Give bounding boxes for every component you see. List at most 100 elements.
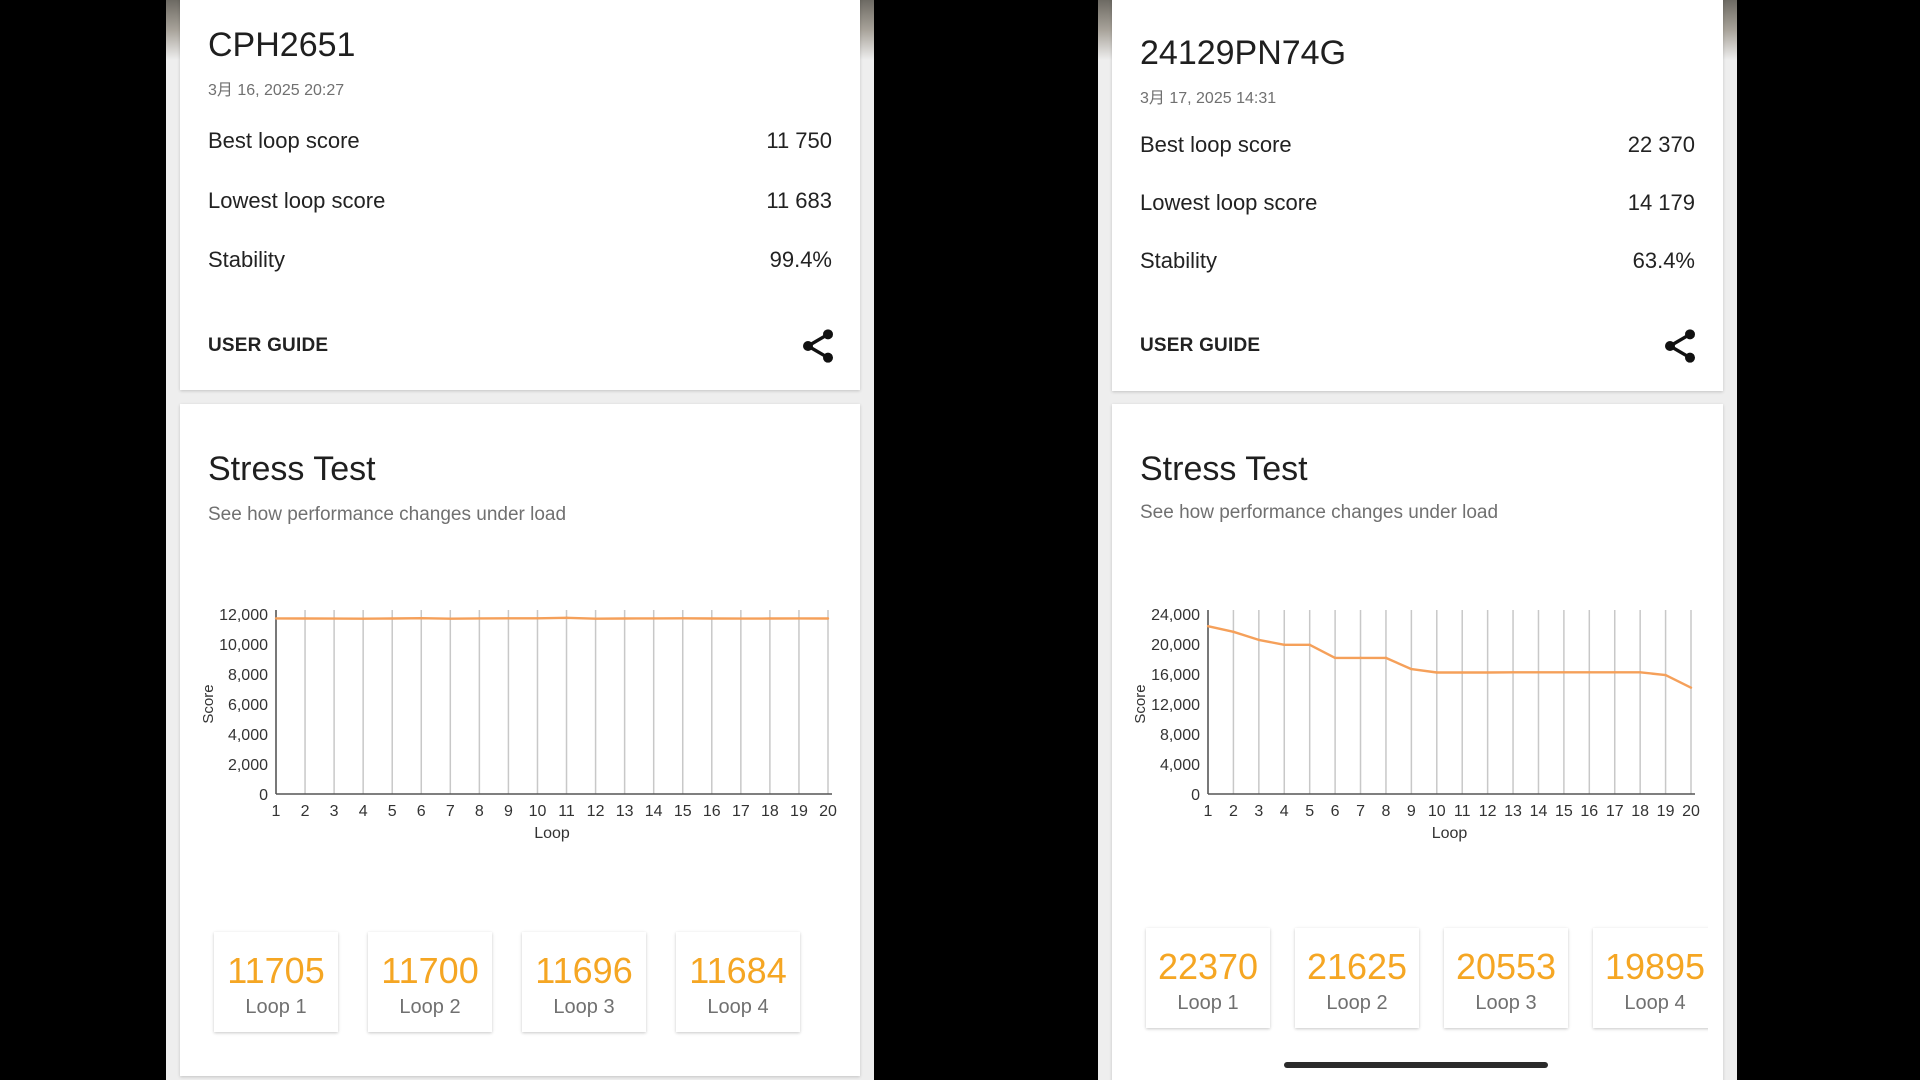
x-tick-label: 14 <box>645 803 663 820</box>
loop-score-value: 20553 <box>1455 946 1557 987</box>
x-axis-title: Loop <box>534 825 570 842</box>
score-point <box>623 617 626 620</box>
y-tick-label: 20,000 <box>1151 637 1200 654</box>
loop-score-label: Loop 1 <box>245 996 307 1018</box>
score-point <box>768 617 772 620</box>
loop-score-list: 22370 Loop 1 21625 Loop 2 20553 Loop 3 19895 Lo… <box>1140 924 1708 1034</box>
score-point <box>1384 656 1388 660</box>
score-point <box>507 617 510 620</box>
wallpaper-edge <box>1098 0 1112 60</box>
score-point <box>1461 671 1464 674</box>
x-tick-label: 4 <box>359 803 368 820</box>
home-indicator-bar[interactable] <box>1284 1062 1548 1068</box>
loop-score-card[interactable]: 11684 Loop 4 <box>676 932 800 1032</box>
stress-test-title: Stress Test <box>208 450 376 488</box>
loop-score-card[interactable]: 11696 Loop 3 <box>522 932 646 1032</box>
y-tick-label: 16,000 <box>1151 667 1200 684</box>
score-point <box>565 616 568 619</box>
user-guide-link[interactable]: USER GUIDE <box>208 335 329 356</box>
wallpaper-edge <box>166 0 180 60</box>
loop-score-card[interactable]: 21625 Loop 2 <box>1295 928 1419 1028</box>
x-tick-label: 11 <box>1454 803 1471 820</box>
score-point <box>1664 673 1667 677</box>
loop-score-value: 11705 <box>227 950 325 991</box>
result-date: 3月 17, 2025 14:31 <box>1140 90 1277 107</box>
loop-score-label: Loop 4 <box>707 996 769 1018</box>
score-point <box>1511 671 1515 674</box>
score-point <box>1588 671 1591 674</box>
x-tick-label: 16 <box>1580 803 1598 820</box>
lowest-loop-value: 14 179 <box>1627 190 1695 215</box>
score-point <box>1435 671 1438 674</box>
x-tick-label: 1 <box>272 803 281 820</box>
x-tick-label: 1 <box>1204 803 1213 820</box>
result-date: 3月 16, 2025 20:27 <box>208 82 345 99</box>
loop-score-card[interactable]: 20553 Loop 3 <box>1444 928 1568 1028</box>
stress-test-card: Stress Test See how performance changes … <box>180 404 860 1076</box>
x-tick-label: 9 <box>1407 803 1416 820</box>
y-tick-label: 12,000 <box>1151 697 1200 714</box>
score-point <box>681 617 684 620</box>
x-tick-label: 7 <box>446 803 455 820</box>
score-point <box>1537 671 1540 674</box>
score-point <box>1613 671 1616 674</box>
y-tick-label: 6,000 <box>228 697 268 714</box>
wallpaper-edge <box>1723 0 1737 60</box>
score-point <box>1232 630 1235 634</box>
share-icon[interactable] <box>1660 326 1700 366</box>
loop-score-value: 19895 <box>1604 946 1706 987</box>
score-point <box>332 617 336 620</box>
loop-score-card[interactable]: 19895 Loop 4 <box>1593 928 1708 1028</box>
x-tick-label: 5 <box>1305 803 1314 820</box>
score-line <box>1207 625 1692 689</box>
score-point <box>478 617 481 620</box>
y-tick-label: 0 <box>259 787 268 804</box>
y-tick-label: 10,000 <box>219 637 268 654</box>
best-loop-value: 22 370 <box>1627 132 1695 157</box>
loop-score-value: 11684 <box>689 950 787 991</box>
score-point <box>449 617 452 620</box>
loop-score-list: 11705 Loop 1 11700 Loop 2 11696 Loop 3 11684 Lo… <box>208 928 840 1038</box>
x-tick-label: 6 <box>1331 803 1340 820</box>
loop-score-label: Loop 1 <box>1177 992 1239 1014</box>
stability-label: Stability <box>1140 248 1218 273</box>
score-point <box>361 617 365 620</box>
x-tick-label: 3 <box>330 803 339 820</box>
share-icon[interactable] <box>798 326 838 366</box>
x-tick-label: 18 <box>1631 803 1649 820</box>
score-point <box>274 617 278 620</box>
x-tick-label: 2 <box>301 803 310 820</box>
y-tick-label: 12,000 <box>219 607 268 624</box>
x-tick-label: 4 <box>1280 803 1289 820</box>
score-point <box>826 617 830 620</box>
best-loop-label: Best loop score <box>208 128 360 153</box>
score-point <box>420 617 423 620</box>
loop-score-card[interactable]: 11705 Loop 1 <box>214 932 338 1032</box>
x-tick-label: 8 <box>475 803 484 820</box>
score-point <box>1257 638 1261 642</box>
loop-score-label: Loop 3 <box>1475 992 1537 1014</box>
x-tick-label: 17 <box>1606 803 1624 820</box>
x-tick-label: 8 <box>1381 803 1390 820</box>
stress-test-card: Stress Test See how performance changes … <box>1112 404 1723 1080</box>
score-point <box>1562 671 1566 674</box>
score-point <box>1206 625 1210 628</box>
score-point <box>710 617 713 620</box>
lowest-loop-label: Lowest loop score <box>208 188 386 213</box>
score-point <box>652 617 655 620</box>
device-name: 24129PN74G <box>1140 34 1347 72</box>
x-tick-label: 15 <box>674 803 692 820</box>
user-guide-link[interactable]: USER GUIDE <box>1140 335 1261 356</box>
score-point <box>1689 686 1693 689</box>
x-tick-label: 16 <box>703 803 721 820</box>
x-tick-label: 2 <box>1229 803 1238 820</box>
device-name: CPH2651 <box>208 26 356 64</box>
x-tick-label: 10 <box>529 803 547 820</box>
x-tick-label: 7 <box>1356 803 1365 820</box>
x-tick-label: 17 <box>732 803 750 820</box>
y-tick-label: 0 <box>1191 787 1200 804</box>
x-tick-label: 19 <box>790 803 808 820</box>
score-point <box>1638 671 1642 674</box>
loop-score-card[interactable]: 11700 Loop 2 <box>368 932 492 1032</box>
loop-score-card[interactable]: 22370 Loop 1 <box>1146 928 1270 1028</box>
